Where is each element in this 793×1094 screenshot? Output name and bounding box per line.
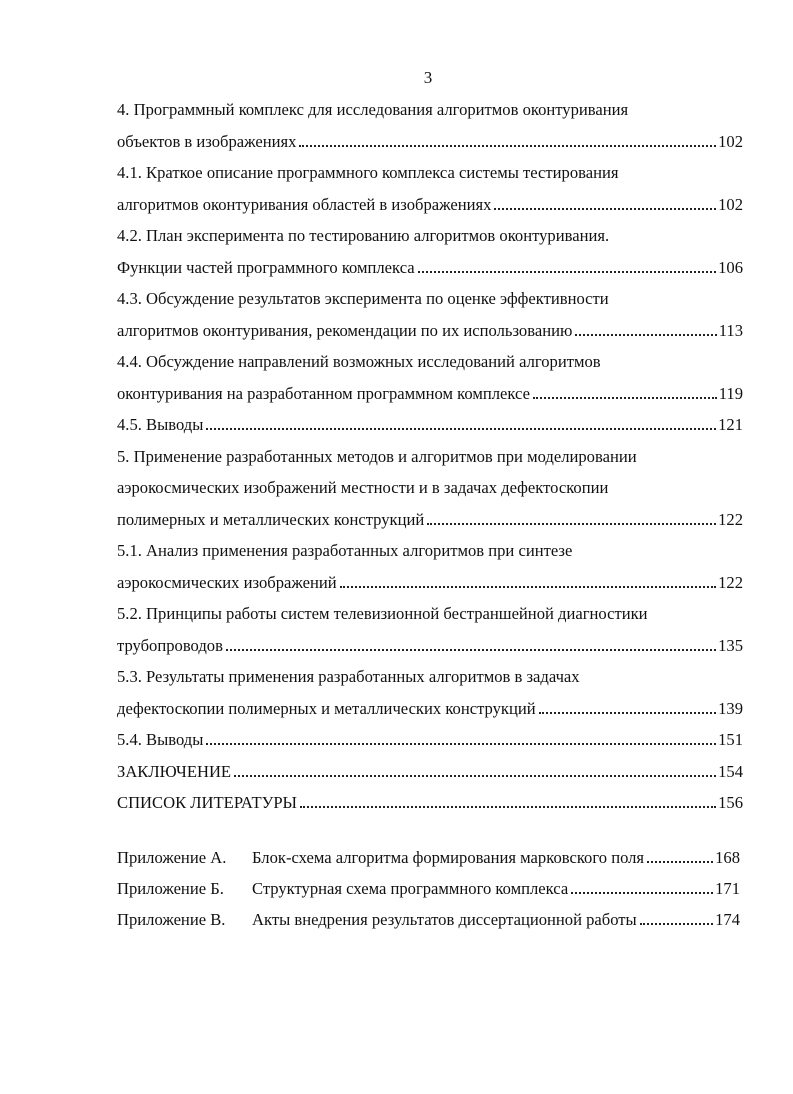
leader-dots (339, 585, 717, 588)
entry-last-line: дефектоскопии полимерных и металлических… (117, 693, 743, 725)
toc-entry: 5.1. Анализ применения разработанных алг… (117, 535, 743, 598)
page-ref: 156 (718, 793, 743, 812)
page-ref: 102 (718, 131, 743, 151)
entry-text: 5.3. Результаты применения разработанных… (117, 667, 580, 686)
entry-last-line: алгоритмов оконтуривания областей в изоб… (117, 189, 743, 221)
entry-text: 4. Программный комплекс для исследования… (117, 100, 629, 119)
page-ref: 102 (718, 194, 743, 214)
page-ref: 139 (718, 698, 743, 718)
entry-text: 4.5. Выводы (117, 415, 204, 434)
page-ref: 119 (718, 383, 743, 403)
entry-text: объектов в изображениях (117, 131, 297, 151)
leader-dots (538, 711, 717, 714)
appendix-entry: Приложение А. Блок-схема алгоритма формир… (117, 842, 740, 873)
toc-entry: 4.4. Обсуждение направлений возможных ис… (117, 346, 743, 409)
entry-text: дефектоскопии полимерных и металлических… (117, 698, 536, 718)
entry-last-line: 5.4. Выводы 151 (117, 724, 743, 756)
leader-dots (206, 428, 717, 430)
toc-entry: 5. Применение разработанных методов и ал… (117, 441, 743, 536)
entry-text: оконтуривания на разработанном программн… (117, 383, 530, 403)
leader-dots (417, 270, 717, 273)
page-ref: 154 (718, 761, 743, 781)
leader-dots (300, 806, 717, 808)
entry-text: 5.4. Выводы (117, 730, 204, 749)
toc-entry: 4.1. Краткое описание программного компл… (117, 157, 743, 220)
leader-dots (225, 648, 717, 651)
appendix-title: Структурная схема программного комплекса (252, 879, 569, 898)
entry-text: аэрокосмических изображений (117, 572, 337, 592)
page-ref: 151 (718, 730, 743, 749)
entry-last-line: алгоритмов оконтуривания, рекомендации п… (117, 315, 743, 347)
entry-last-line: СПИСОК ЛИТЕРАТУРЫ 156 (117, 787, 743, 819)
entry-last-line: аэрокосмических изображений 122 (117, 567, 743, 599)
entry-last-line: оконтуривания на разработанном программн… (117, 378, 743, 410)
page-ref: 122 (718, 572, 743, 592)
leader-dots (234, 774, 717, 777)
entry-last-line: Функции частей программного комплекса 106 (117, 252, 743, 284)
toc-entry: ЗАКЛЮЧЕНИЕ 154 (117, 756, 743, 788)
entry-text: 4.2. План эксперимента по тестированию а… (117, 226, 610, 245)
page-ref: 174 (715, 910, 740, 929)
entry-text: трубопроводов (117, 635, 223, 655)
entry-text: 4.4. Обсуждение направлений возможных ис… (117, 352, 601, 371)
leader-dots (494, 207, 717, 210)
appendix-list: Приложение А. Блок-схема алгоритма формир… (117, 842, 740, 935)
toc-entry: 4.5. Выводы 121 (117, 409, 743, 441)
appendix-entry: Приложение Б. Структурная схема программн… (117, 873, 740, 904)
toc-entry: СПИСОК ЛИТЕРАТУРЫ 156 (117, 787, 743, 819)
appendix-label: Приложение Б. (117, 879, 224, 898)
entry-text: Функции частей программного комплекса (117, 257, 415, 277)
leader-dots (647, 861, 714, 863)
entry-last-line: ЗАКЛЮЧЕНИЕ 154 (117, 756, 743, 788)
leader-dots (575, 333, 717, 336)
appendix-label: Приложение В. (117, 910, 226, 929)
entry-text: аэрокосмических изображений местности и … (117, 478, 609, 497)
leader-dots (533, 396, 717, 399)
toc-entry: 4.2. План эксперимента по тестированию а… (117, 220, 743, 283)
toc-entry: 4. Программный комплекс для исследования… (117, 94, 743, 157)
leader-dots (299, 144, 717, 147)
entry-last-line: 4.5. Выводы 121 (117, 409, 743, 441)
entry-last-line: полимерных и металлических конструкций 12… (117, 504, 743, 536)
page-ref: 135 (718, 635, 743, 655)
appendix-entry: Приложение В. Акты внедрения результатов … (117, 904, 740, 935)
toc-entry: 5.3. Результаты применения разработанных… (117, 661, 743, 724)
page-ref: 106 (718, 257, 743, 277)
page-ref: 122 (718, 509, 743, 529)
page-number: 3 (423, 68, 433, 87)
page-ref: 171 (715, 879, 740, 898)
toc-entry: 5.4. Выводы 151 (117, 724, 743, 756)
entry-text: 4.1. Краткое описание программного компл… (117, 163, 619, 182)
entry-text: полимерных и металлических конструкций (117, 509, 425, 529)
entry-text: СПИСОК ЛИТЕРАТУРЫ (117, 793, 298, 812)
toc-entry: 4.3. Обсуждение результатов эксперимента… (117, 283, 743, 346)
leader-dots (571, 892, 714, 894)
leader-dots (206, 743, 717, 745)
entry-text: 5.2. Принципы работы систем телевизионно… (117, 604, 648, 623)
entry-text: алгоритмов оконтуривания, рекомендации п… (117, 320, 573, 340)
entry-text: 5. Применение разработанных методов и ал… (117, 446, 637, 466)
page-ref: 121 (718, 415, 743, 434)
leader-dots (427, 522, 717, 525)
entry-last-line: объектов в изображениях 102 (117, 126, 743, 158)
appendix-title: Блок-схема алгоритма формирования марков… (252, 848, 645, 867)
entry-last-line: трубопроводов 135 (117, 630, 743, 662)
entry-text: алгоритмов оконтуривания областей в изоб… (117, 194, 492, 214)
entry-text: ЗАКЛЮЧЕНИЕ (117, 761, 232, 781)
leader-dots (639, 923, 714, 925)
toc-entry: 5.2. Принципы работы систем телевизионно… (117, 598, 743, 661)
entry-text: 5.1. Анализ применения разработанных алг… (117, 541, 573, 560)
page-ref: 113 (718, 320, 743, 340)
table-of-contents: 4. Программный комплекс для исследования… (117, 94, 743, 819)
page-ref: 168 (715, 848, 740, 867)
appendix-title: Акты внедрения результатов диссертационн… (252, 910, 637, 929)
appendix-label: Приложение А. (117, 848, 227, 867)
entry-text: 4.3. Обсуждение результатов эксперимента… (117, 289, 609, 308)
